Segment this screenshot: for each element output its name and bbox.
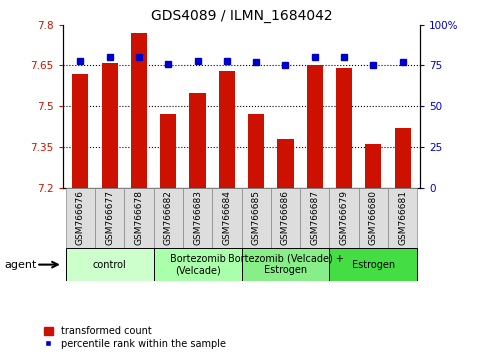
FancyBboxPatch shape: [300, 188, 329, 248]
Bar: [189, 93, 206, 188]
FancyBboxPatch shape: [329, 248, 417, 281]
Bar: [248, 114, 264, 188]
Text: GSM766687: GSM766687: [310, 190, 319, 245]
FancyBboxPatch shape: [212, 188, 242, 248]
Bar: [160, 114, 176, 188]
Text: Bortezomib (Velcade) +
Estrogen: Bortezomib (Velcade) + Estrogen: [227, 254, 343, 275]
Text: control: control: [93, 259, 127, 270]
Bar: [131, 33, 147, 188]
FancyBboxPatch shape: [154, 248, 242, 281]
FancyBboxPatch shape: [183, 188, 212, 248]
Text: GDS4089 / ILMN_1684042: GDS4089 / ILMN_1684042: [151, 9, 332, 23]
FancyBboxPatch shape: [242, 248, 329, 281]
Text: GSM766677: GSM766677: [105, 190, 114, 245]
Text: GSM766676: GSM766676: [76, 190, 85, 245]
Text: GSM766684: GSM766684: [222, 190, 231, 245]
Text: GSM766678: GSM766678: [134, 190, 143, 245]
Bar: [101, 63, 118, 188]
FancyBboxPatch shape: [154, 188, 183, 248]
Text: Estrogen: Estrogen: [352, 259, 395, 270]
Bar: [395, 128, 411, 188]
Text: agent: agent: [5, 259, 37, 270]
Legend: transformed count, percentile rank within the sample: transformed count, percentile rank withi…: [43, 326, 226, 349]
FancyBboxPatch shape: [329, 188, 359, 248]
Bar: [336, 68, 352, 188]
FancyBboxPatch shape: [66, 248, 154, 281]
Bar: [307, 65, 323, 188]
Text: GSM766680: GSM766680: [369, 190, 378, 245]
Bar: [72, 74, 88, 188]
Text: GSM766679: GSM766679: [340, 190, 349, 245]
Bar: [365, 144, 382, 188]
Bar: [277, 139, 294, 188]
FancyBboxPatch shape: [271, 188, 300, 248]
FancyBboxPatch shape: [388, 188, 417, 248]
FancyBboxPatch shape: [359, 188, 388, 248]
Text: Bortezomib
(Velcade): Bortezomib (Velcade): [170, 254, 226, 275]
Text: GSM766683: GSM766683: [193, 190, 202, 245]
Bar: [219, 71, 235, 188]
FancyBboxPatch shape: [95, 188, 124, 248]
FancyBboxPatch shape: [124, 188, 154, 248]
FancyBboxPatch shape: [242, 188, 271, 248]
Text: GSM766686: GSM766686: [281, 190, 290, 245]
Text: GSM766681: GSM766681: [398, 190, 407, 245]
Text: GSM766682: GSM766682: [164, 190, 173, 245]
Text: GSM766685: GSM766685: [252, 190, 261, 245]
FancyBboxPatch shape: [66, 188, 95, 248]
